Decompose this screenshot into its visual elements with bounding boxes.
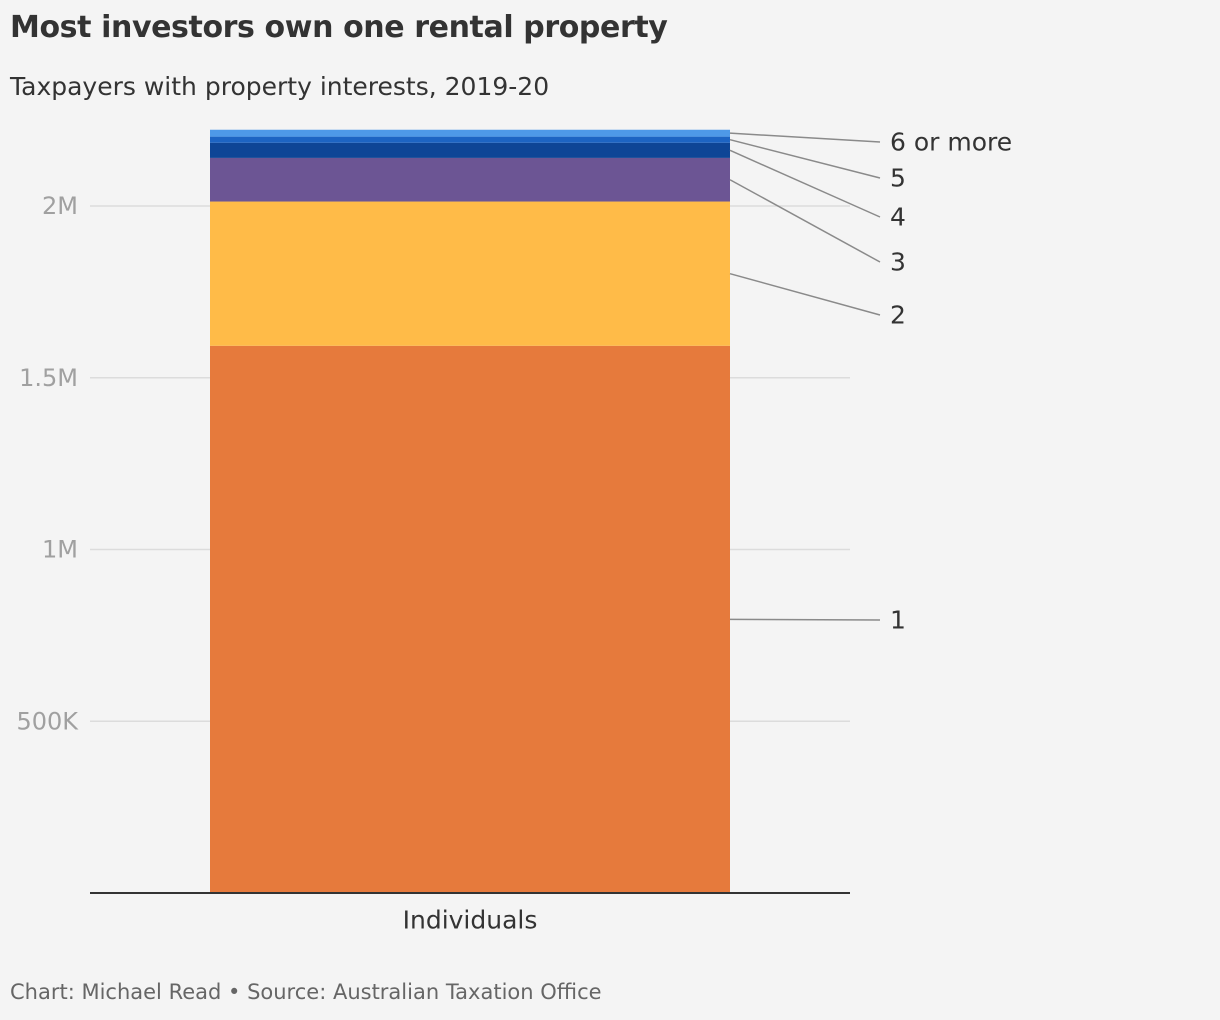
series-label: 1 bbox=[890, 606, 906, 635]
y-tick-label: 1.5M bbox=[19, 364, 78, 392]
bar-segment-2[interactable] bbox=[210, 201, 730, 346]
leader-line bbox=[729, 272, 881, 316]
x-category-label: Individuals bbox=[403, 906, 538, 935]
y-tick-label: 500K bbox=[16, 707, 79, 735]
chart-credit: Chart: Michael Read • Source: Australian… bbox=[10, 980, 602, 1004]
leader-line bbox=[729, 179, 881, 263]
series-label: 6 or more bbox=[890, 128, 1012, 157]
series-label: 5 bbox=[890, 164, 906, 193]
leader-line bbox=[729, 149, 881, 218]
bar-segment-6-or-more[interactable] bbox=[210, 129, 730, 137]
series-label: 3 bbox=[890, 248, 906, 277]
leader-line bbox=[729, 132, 881, 143]
chart-title: Most investors own one rental property bbox=[10, 10, 668, 45]
y-tick-label: 1M bbox=[42, 536, 78, 564]
chart-subtitle: Taxpayers with property interests, 2019-… bbox=[10, 72, 550, 101]
bar-segment-4[interactable] bbox=[210, 142, 730, 158]
bar-segment-5[interactable] bbox=[210, 136, 730, 143]
series-label: 4 bbox=[890, 203, 906, 232]
bar-segment-3[interactable] bbox=[210, 157, 730, 202]
y-tick-label: 2M bbox=[42, 192, 78, 220]
leader-line bbox=[729, 138, 881, 179]
bar-segment-1[interactable] bbox=[210, 345, 730, 893]
leader-line bbox=[729, 618, 881, 621]
series-label: 2 bbox=[890, 301, 906, 330]
